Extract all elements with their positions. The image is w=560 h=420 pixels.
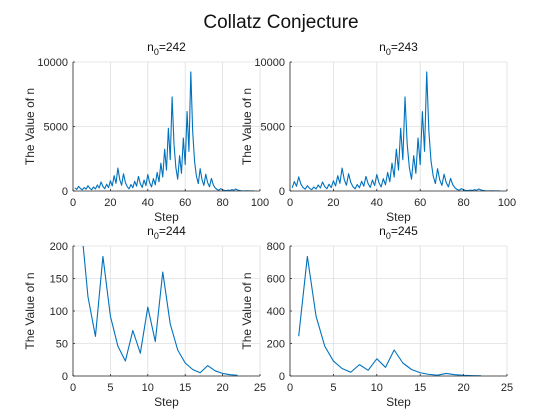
x-tick-label: 20 bbox=[104, 197, 116, 209]
x-tick-label: 0 bbox=[287, 382, 293, 394]
x-axis-label: Step bbox=[386, 395, 411, 409]
y-axis-label: The Value of n bbox=[23, 272, 37, 349]
x-tick-label: 0 bbox=[287, 197, 293, 209]
x-tick-label: 15 bbox=[414, 382, 426, 394]
x-tick-label: 15 bbox=[179, 382, 191, 394]
x-tick-label: 40 bbox=[142, 197, 154, 209]
y-axis-label: The Value of n bbox=[240, 88, 254, 165]
subplot-title-base: n bbox=[379, 40, 386, 54]
x-tick-label: 80 bbox=[457, 197, 469, 209]
subplot-title-value: =243 bbox=[391, 40, 418, 54]
x-tick-label: 5 bbox=[107, 382, 113, 394]
subplot-title-subscript: 0 bbox=[386, 231, 391, 241]
x-tick-label: 25 bbox=[501, 382, 513, 394]
subplot-title-base: n bbox=[379, 224, 386, 238]
x-tick-label: 20 bbox=[216, 382, 228, 394]
subplot-title: n0=244 bbox=[147, 224, 186, 241]
series-line bbox=[291, 71, 501, 191]
subplot-title-base: n bbox=[147, 40, 154, 54]
y-axis-label: The Value of n bbox=[23, 88, 37, 165]
y-tick-label: 5000 bbox=[44, 122, 68, 134]
series-line bbox=[298, 255, 481, 376]
y-tick-label: 600 bbox=[267, 274, 285, 286]
subplot-title-subscript: 0 bbox=[154, 47, 159, 57]
series-line bbox=[74, 71, 255, 191]
x-axis-label: Step bbox=[154, 210, 179, 224]
y-tick-label: 0 bbox=[279, 186, 285, 198]
x-tick-label: 40 bbox=[371, 197, 383, 209]
x-tick-label: 100 bbox=[498, 197, 516, 209]
x-tick-label: 10 bbox=[371, 382, 383, 394]
subplot-title-value: =244 bbox=[159, 224, 186, 238]
x-tick-label: 80 bbox=[216, 197, 228, 209]
x-tick-label: 100 bbox=[251, 197, 269, 209]
x-tick-label: 5 bbox=[330, 382, 336, 394]
x-tick-label: 60 bbox=[179, 197, 191, 209]
y-tick-label: 0 bbox=[279, 371, 285, 383]
y-tick-label: 200 bbox=[267, 339, 285, 351]
subplot-title-base: n bbox=[147, 224, 154, 238]
subplot-title: n0=245 bbox=[379, 224, 418, 241]
y-tick-label: 10000 bbox=[37, 57, 68, 69]
subplot-title-subscript: 0 bbox=[386, 47, 391, 57]
y-tick-label: 400 bbox=[267, 306, 285, 318]
x-tick-label: 20 bbox=[457, 382, 469, 394]
y-axis-label: The Value of n bbox=[240, 272, 254, 349]
subplot-title-value: =242 bbox=[159, 40, 186, 54]
x-tick-label: 60 bbox=[414, 197, 426, 209]
subplot-title: n0=242 bbox=[147, 40, 186, 57]
y-tick-label: 5000 bbox=[261, 122, 285, 134]
y-tick-label: 10000 bbox=[254, 57, 285, 69]
x-tick-label: 10 bbox=[142, 382, 154, 394]
y-tick-label: 0 bbox=[62, 371, 68, 383]
x-tick-label: 20 bbox=[327, 197, 339, 209]
subplot-title: n0=243 bbox=[379, 40, 418, 57]
x-axis-label: Step bbox=[154, 395, 179, 409]
y-tick-label: 0 bbox=[62, 186, 68, 198]
figure-title: Collatz Conjecture bbox=[203, 12, 358, 33]
x-tick-label: 0 bbox=[70, 197, 76, 209]
x-axis-label: Step bbox=[386, 210, 411, 224]
y-tick-label: 150 bbox=[50, 274, 68, 286]
x-tick-label: 0 bbox=[70, 382, 76, 394]
y-tick-label: 800 bbox=[267, 241, 285, 253]
y-tick-label: 100 bbox=[50, 306, 68, 318]
y-tick-label: 50 bbox=[56, 339, 68, 351]
y-tick-label: 200 bbox=[50, 241, 68, 253]
series-line bbox=[82, 246, 238, 376]
x-tick-label: 25 bbox=[254, 382, 266, 394]
subplot-title-value: =245 bbox=[391, 224, 418, 238]
subplot-title-subscript: 0 bbox=[154, 231, 159, 241]
